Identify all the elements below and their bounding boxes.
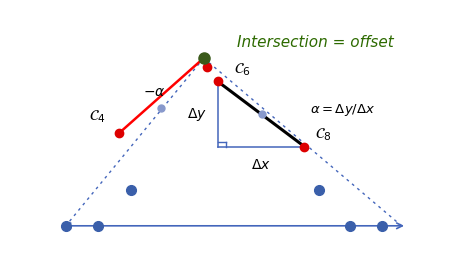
Text: $-\alpha$: $-\alpha$ (142, 85, 165, 99)
Text: $\mathcal{C}_6$: $\mathcal{C}_6$ (233, 62, 250, 78)
Text: $\alpha = \Delta y/\Delta x$: $\alpha = \Delta y/\Delta x$ (309, 102, 374, 118)
Text: $\mathcal{C}_4$: $\mathcal{C}_4$ (89, 109, 106, 125)
Text: $\Delta y$: $\Delta y$ (187, 106, 207, 122)
Text: $\Delta x$: $\Delta x$ (251, 158, 270, 172)
Text: $\mathcal{C}_8$: $\mathcal{C}_8$ (314, 127, 331, 144)
Text: Intersection = offset: Intersection = offset (236, 35, 393, 50)
